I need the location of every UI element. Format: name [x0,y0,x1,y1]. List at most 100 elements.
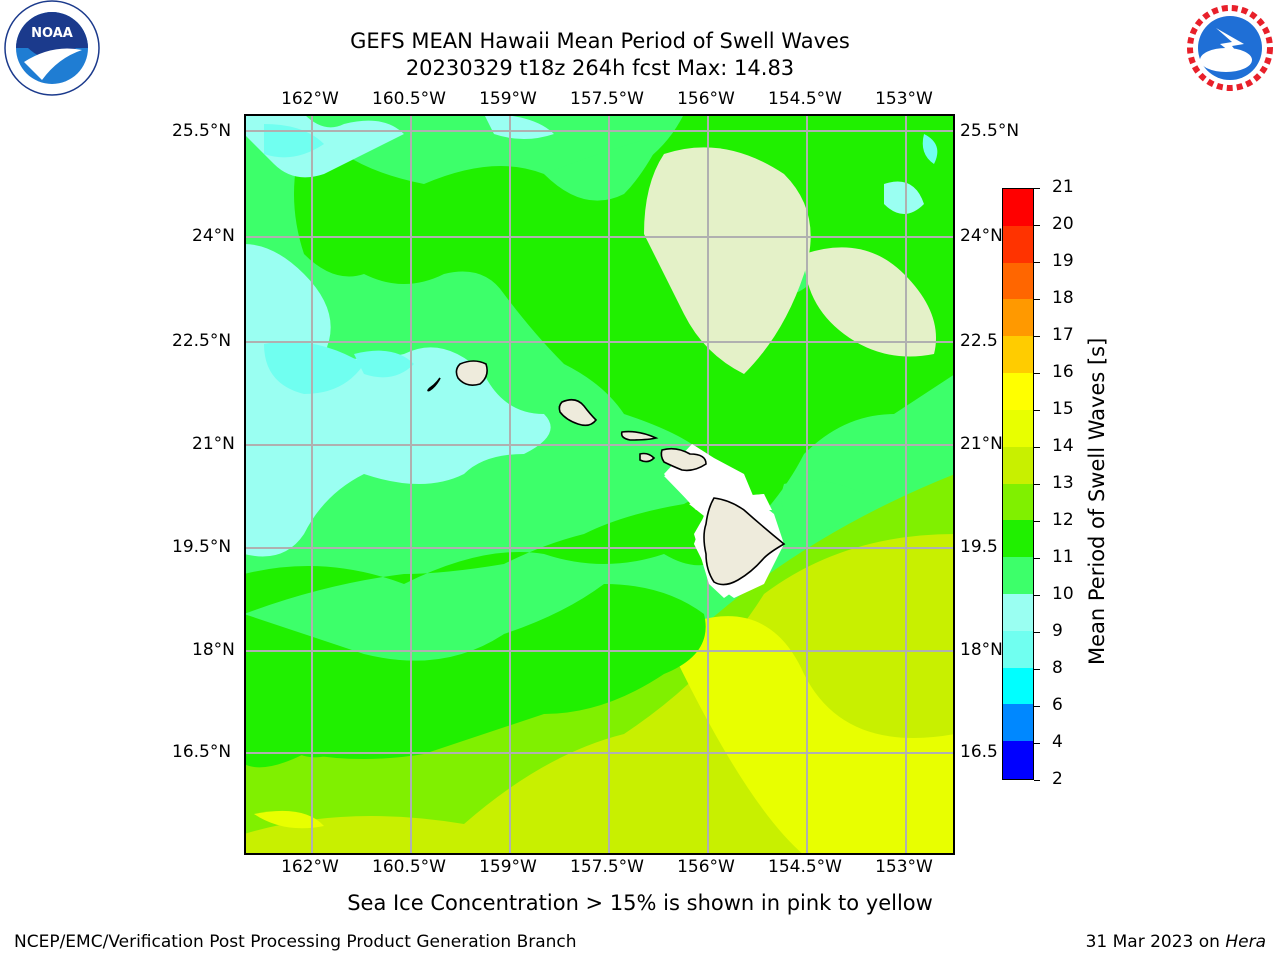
lat-label-right: 18°N [960,640,1003,660]
colorbar-segment [1003,409,1033,448]
lon-label-top: 153°W [875,89,933,109]
colorbar-tick-mark [1034,372,1040,374]
contour-9-10 [244,244,551,557]
colorbar-segment [1003,336,1033,374]
colorbar-tick-mark [1034,187,1040,189]
lat-label-left: 16.5°N [172,742,232,762]
lat-label-right: 24°N [960,226,1003,246]
contour-8-9 [354,350,414,378]
colorbar-tick-mark [1034,631,1040,633]
colorbar-tick-mark [1034,224,1040,226]
colorbar-tick-mark [1034,261,1040,263]
contour-14-15 [664,616,955,855]
colorbar-tick-label: 2 [1052,769,1063,789]
contour-11-12 [244,584,706,768]
contour-9-10 [884,181,924,214]
colorbar-tick-mark [1034,594,1040,596]
island-oahu [558,398,598,427]
swell-period-map [244,114,955,855]
contour-10-11 [544,134,664,201]
footer-date: 31 Mar 2023 on Hera [1086,932,1266,952]
contour-10-11 [781,480,864,534]
colorbar-tick-mark [1034,298,1040,300]
footer-host: Hera [1225,932,1266,952]
contour-8-9 [922,134,938,164]
colorbar-tick-mark [1034,446,1040,448]
colorbar-tick-label: 19 [1052,251,1074,271]
colorbar-segment [1003,483,1033,521]
nws-logo [1180,0,1280,100]
lon-label-bottom: 159°W [479,857,537,877]
lat-label-right: 22.5 [960,331,998,351]
lat-label-left: 22.5°N [172,331,232,351]
colorbar-segments [1003,189,1033,779]
colorbar-segment [1003,593,1033,632]
colorbar-title: Mean Period of Swell Waves [s] [1085,337,1109,665]
lon-label-top: 160.5°W [372,89,446,109]
island-niihau [427,377,441,392]
lon-label-top: 154.5°W [768,89,842,109]
lon-label-top: 159°W [479,89,537,109]
colorbar-tick-label: 8 [1052,658,1063,678]
footer-credit: NCEP/EMC/Verification Post Processing Pr… [14,932,577,952]
island-lanai [639,452,656,463]
noaa-logo: NOAA [2,0,102,100]
lon-label-bottom: 156°W [677,857,735,877]
colorbar-tick-label: 13 [1052,473,1074,493]
colorbar-tick-label: 17 [1052,325,1074,345]
colorbar-tick-label: 10 [1052,584,1074,604]
colorbar-tick-label: 4 [1052,732,1063,752]
lon-label-bottom: 157.5°W [570,857,644,877]
colorbar-segment [1003,704,1033,742]
colorbar-tick-label: 20 [1052,214,1074,234]
lat-label-left: 19.5°N [172,537,232,557]
colorbar-tick-label: 14 [1052,436,1074,456]
lat-label-left: 25.5°N [172,121,232,141]
chart-title: GEFS MEAN Hawaii Mean Period of Swell Wa… [350,29,850,53]
noaa-logo-text: NOAA [31,26,73,41]
lat-label-right: 25.5°N [960,121,1020,141]
colorbar-tick-label: 18 [1052,288,1074,308]
map-frame [244,114,955,855]
colorbar-tick-mark [1034,557,1040,559]
lon-label-bottom: 160.5°W [372,857,446,877]
island-kauai [455,360,488,386]
colorbar [1002,188,1034,780]
colorbar-segment [1003,189,1033,227]
colorbar-tick-mark [1034,705,1040,707]
colorbar-tick-label: 6 [1052,695,1063,715]
contour-8-9 [264,341,364,394]
islands [427,360,786,586]
colorbar-tick-label: 11 [1052,547,1074,567]
island-hawaii [703,497,786,586]
contour-14-15 [254,810,324,829]
colorbar-tick-mark [1034,335,1040,337]
colorbar-segment [1003,446,1033,484]
colorbar-segment [1003,299,1033,337]
colorbar-tick-mark [1034,742,1040,744]
island-molokai [620,430,659,441]
lat-label-right: 19.5 [960,537,998,557]
lon-label-top: 156°W [677,89,735,109]
colorbar-segment [1003,520,1033,558]
contour-12-13 [804,247,936,357]
colorbar-tick-mark [1034,668,1040,670]
colorbar-tick-mark [1034,409,1040,411]
colorbar-tick-mark [1034,779,1040,781]
colorbar-tick-label: 21 [1052,177,1074,197]
colorbar-tick-label: 12 [1052,510,1074,530]
lat-label-left: 21°N [192,434,235,454]
lon-label-top: 162°W [281,89,339,109]
colorbar-tick-mark [1034,520,1040,522]
colorbar-segment [1003,741,1033,779]
island-maui [660,447,707,472]
contour-12-13 [644,147,811,374]
lon-label-top: 157.5°W [570,89,644,109]
colorbar-segment [1003,373,1033,411]
colorbar-segment [1003,225,1033,264]
colorbar-tick-mark [1034,483,1040,485]
colorbar-segment [1003,630,1033,669]
contour-8-9 [264,124,324,158]
colorbar-segment [1003,557,1033,595]
contour-9-10 [484,114,554,139]
